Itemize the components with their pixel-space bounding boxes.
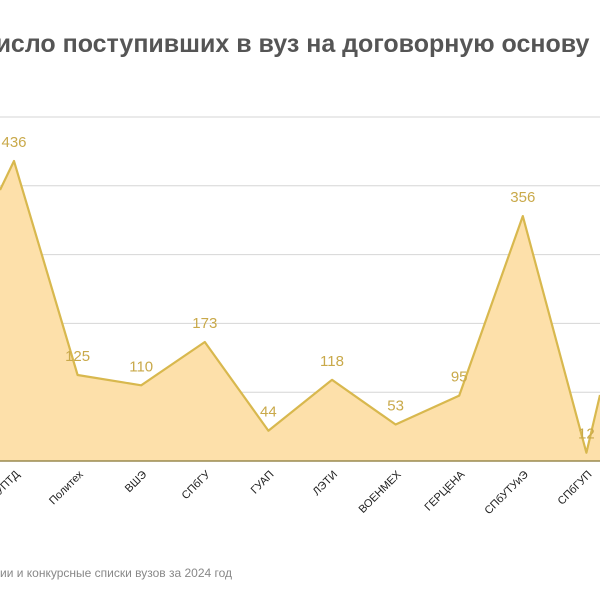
x-tick-label: ВОЕНМЕХ xyxy=(357,468,405,516)
data-label: 44 xyxy=(260,404,277,421)
data-label: 53 xyxy=(387,398,404,415)
chart-title: Число поступивших в вуз на договорную ос… xyxy=(0,30,590,58)
data-label: 118 xyxy=(320,353,344,370)
data-label: 356 xyxy=(510,189,535,206)
series-line xyxy=(0,159,600,454)
data-label: 436 xyxy=(1,134,26,151)
x-tick-label: ГУАП xyxy=(249,469,277,497)
x-tick-label: СПбГУ xyxy=(180,468,214,502)
x-tick-label: СПбГУП xyxy=(556,469,595,508)
x-tick-label: ВШЭ xyxy=(123,469,149,495)
x-tick-label: ЛЭТИ xyxy=(311,469,341,499)
data-label: 173 xyxy=(192,315,217,332)
x-tick-label: СПбГУПТД xyxy=(0,468,23,517)
area-fill xyxy=(0,161,600,462)
data-label: 125 xyxy=(65,348,90,365)
source-note: ии и конкурсные списки вузов за 2024 год xyxy=(0,566,233,580)
data-label: 95 xyxy=(451,369,468,386)
data-label: 12 xyxy=(578,426,595,443)
x-tick-label: СПбУТУиЭ xyxy=(483,469,531,517)
x-tick-label: Политех xyxy=(47,468,86,507)
data-label: 110 xyxy=(129,358,153,375)
x-tick-label: ГЕРЦЕНА xyxy=(422,468,467,513)
